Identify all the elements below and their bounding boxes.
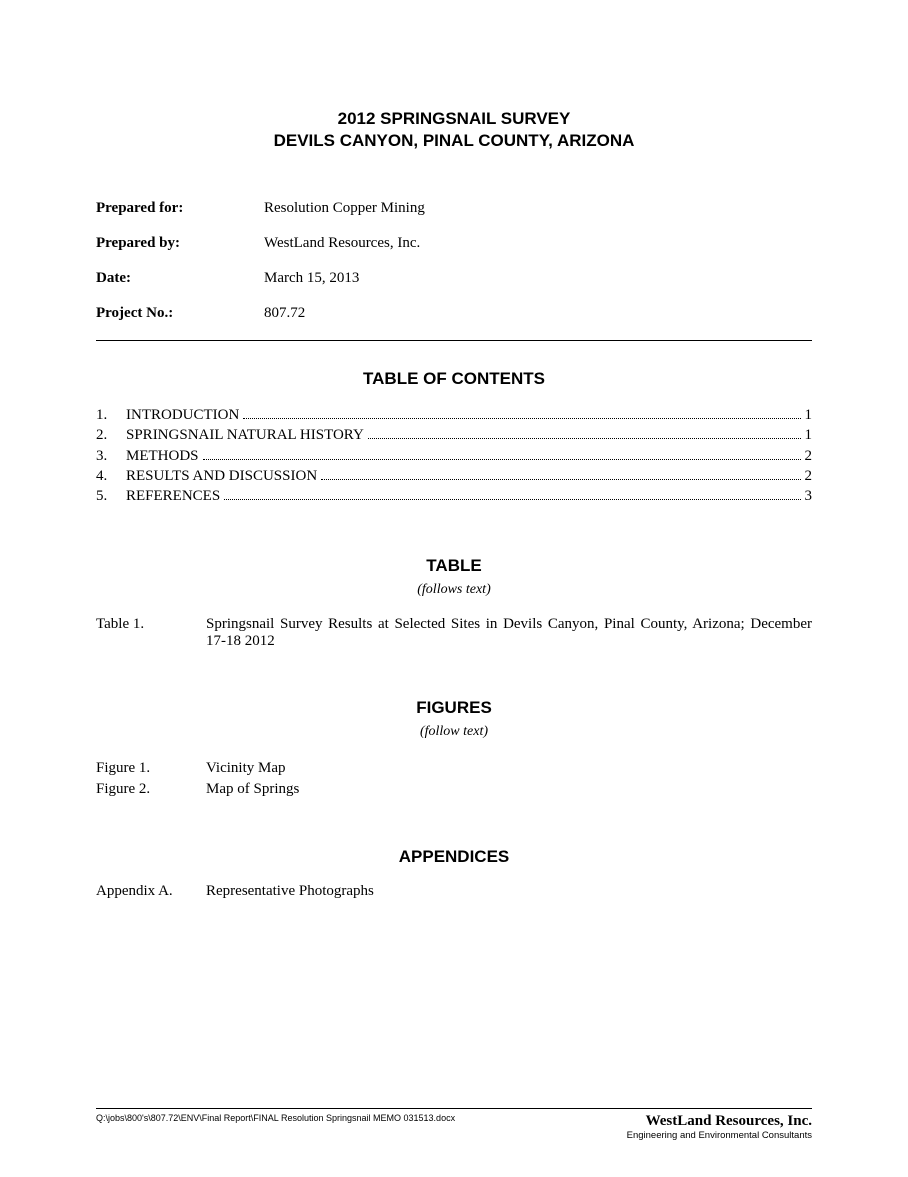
toc-number: 1. [96, 405, 126, 425]
figure-desc: Vicinity Map [206, 758, 286, 778]
divider [96, 340, 812, 341]
meta-value: WestLand Resources, Inc. [264, 235, 812, 252]
toc-page: 1 [805, 425, 813, 445]
table-item: Table 1. Springsnail Survey Results at S… [96, 616, 812, 650]
meta-value: March 15, 2013 [264, 270, 812, 287]
toc-number: 4. [96, 466, 126, 486]
page-footer: Q:\jobs\800's\807.72\ENV\Final Report\FI… [96, 1108, 812, 1141]
toc-page: 1 [805, 405, 813, 425]
table-heading: TABLE [96, 556, 812, 576]
appendices-heading: APPENDICES [96, 847, 812, 867]
figure-label: Figure 1. [96, 758, 206, 778]
meta-row: Date: March 15, 2013 [96, 270, 812, 287]
toc-title: SPRINGSNAIL NATURAL HISTORY [126, 425, 364, 445]
table-desc: Springsnail Survey Results at Selected S… [206, 616, 812, 650]
toc-row: 4. RESULTS AND DISCUSSION 2 [96, 466, 812, 486]
table-label: Table 1. [96, 616, 206, 650]
meta-label: Prepared for: [96, 200, 264, 217]
meta-value: Resolution Copper Mining [264, 200, 812, 217]
footer-divider [96, 1108, 812, 1109]
toc-row: 5. REFERENCES 3 [96, 486, 812, 506]
meta-value: 807.72 [264, 305, 812, 322]
title-line-2: DEVILS CANYON, PINAL COUNTY, ARIZONA [96, 130, 812, 152]
toc-leader [224, 499, 800, 500]
table-subheading: (follows text) [96, 582, 812, 598]
footer-company: WestLand Resources, Inc. Engineering and… [627, 1113, 812, 1141]
toc-row: 3. METHODS 2 [96, 446, 812, 466]
meta-label: Project No.: [96, 305, 264, 322]
figure-row: Figure 2. Map of Springs [96, 779, 812, 799]
footer-company-name: WestLand Resources, Inc. [627, 1113, 812, 1130]
figure-desc: Map of Springs [206, 779, 299, 799]
figures-subheading: (follow text) [96, 724, 812, 740]
appendix-label: Appendix A. [96, 883, 206, 900]
appendices-list: Appendix A. Representative Photographs [96, 883, 812, 900]
figures-list: Figure 1. Vicinity Map Figure 2. Map of … [96, 758, 812, 799]
toc-heading: TABLE OF CONTENTS [96, 369, 812, 389]
toc-number: 3. [96, 446, 126, 466]
toc-leader [203, 459, 801, 460]
toc-title: RESULTS AND DISCUSSION [126, 466, 317, 486]
meta-label: Prepared by: [96, 235, 264, 252]
figure-row: Figure 1. Vicinity Map [96, 758, 812, 778]
document-title: 2012 SPRINGSNAIL SURVEY DEVILS CANYON, P… [96, 108, 812, 152]
toc-title: REFERENCES [126, 486, 220, 506]
footer-company-tagline: Engineering and Environmental Consultant… [627, 1130, 812, 1141]
table-of-contents: 1. INTRODUCTION 1 2. SPRINGSNAIL NATURAL… [96, 405, 812, 506]
meta-row: Project No.: 807.72 [96, 305, 812, 322]
figures-heading: FIGURES [96, 698, 812, 718]
toc-row: 1. INTRODUCTION 1 [96, 405, 812, 425]
toc-row: 2. SPRINGSNAIL NATURAL HISTORY 1 [96, 425, 812, 445]
toc-leader [368, 438, 801, 439]
appendix-row: Appendix A. Representative Photographs [96, 883, 812, 900]
toc-number: 5. [96, 486, 126, 506]
figure-label: Figure 2. [96, 779, 206, 799]
toc-leader [321, 479, 800, 480]
meta-row: Prepared by: WestLand Resources, Inc. [96, 235, 812, 252]
meta-row: Prepared for: Resolution Copper Mining [96, 200, 812, 217]
tables-list: Table 1. Springsnail Survey Results at S… [96, 616, 812, 650]
toc-page: 3 [805, 486, 813, 506]
meta-label: Date: [96, 270, 264, 287]
toc-page: 2 [805, 466, 813, 486]
toc-page: 2 [805, 446, 813, 466]
toc-title: METHODS [126, 446, 199, 466]
toc-title: INTRODUCTION [126, 405, 239, 425]
footer-file-path: Q:\jobs\800's\807.72\ENV\Final Report\FI… [96, 1113, 455, 1123]
toc-number: 2. [96, 425, 126, 445]
title-line-1: 2012 SPRINGSNAIL SURVEY [96, 108, 812, 130]
appendix-desc: Representative Photographs [206, 883, 374, 900]
toc-leader [243, 418, 800, 419]
metadata-block: Prepared for: Resolution Copper Mining P… [96, 200, 812, 322]
